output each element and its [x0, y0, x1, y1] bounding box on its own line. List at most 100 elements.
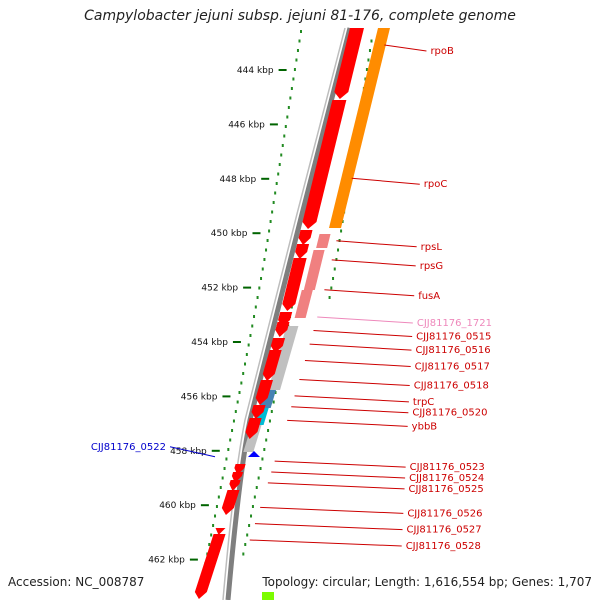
- gene-labels: rpoB rpoC rpsL rpsG fusA CJJ81176_1721 CJJ8117…: [91, 44, 492, 552]
- gc-dot-outer: [280, 153, 283, 157]
- tick-mark: [222, 395, 231, 398]
- reverse-gene-marker: [248, 451, 260, 457]
- label-leader: [274, 460, 406, 468]
- label-leader: [336, 240, 417, 248]
- gc-dot-outer: [275, 182, 278, 185]
- gc-dot-inner: [370, 39, 373, 43]
- gc-dot-outer: [272, 201, 275, 204]
- gc-dot-inner: [341, 220, 344, 223]
- rpob-gene: [334, 28, 364, 99]
- tick-mark: [243, 286, 252, 289]
- gene-arrow: [221, 490, 240, 515]
- gene-arrow: [229, 480, 241, 491]
- gc-dot-inner: [250, 514, 253, 518]
- gc-dot-outer: [300, 30, 302, 33]
- gc-dot-inner: [338, 239, 341, 242]
- gc-dot-outer: [245, 353, 248, 356]
- gene-arrow: [270, 338, 286, 353]
- gc-dot-outer: [271, 210, 274, 214]
- gc-dot-outer: [210, 533, 213, 537]
- gc-dot-outer: [290, 87, 293, 90]
- tick-label: 456 kbp: [181, 392, 218, 402]
- gc-dot-outer: [281, 144, 284, 147]
- gene-label: CJJ81176_0516: [415, 345, 490, 356]
- gc-dot-outer: [223, 467, 226, 470]
- gc-dot-outer: [293, 68, 296, 71]
- gc-dot-outer: [242, 372, 245, 375]
- gc-dot-outer: [258, 286, 261, 290]
- gc-dot-outer: [266, 239, 269, 242]
- tick-label: 460 kbp: [159, 501, 196, 511]
- tick-label: 446 kbp: [228, 120, 265, 130]
- gc-dot-inner: [265, 438, 268, 442]
- ybbb-gene: [245, 418, 262, 439]
- tick-label: 444 kbp: [237, 66, 274, 76]
- gc-dot-inner: [259, 467, 262, 470]
- gene-label: CJJ81176_0517: [415, 361, 490, 372]
- gene-label: CJJ81176_0524: [409, 473, 484, 484]
- gc-dot-outer: [260, 277, 263, 280]
- gray-gene-feature: [268, 326, 299, 390]
- gc-dot-inner: [364, 77, 367, 81]
- gene-arrow: [298, 230, 313, 245]
- gene-label: ybbB: [412, 421, 438, 432]
- gc-dot-outer: [256, 296, 259, 299]
- gc-dot-outer: [244, 362, 247, 366]
- gc-dot-outer: [232, 419, 235, 423]
- gc-dot-inner: [251, 505, 254, 508]
- gc-dot-outer: [236, 400, 239, 404]
- gc-dot-outer: [263, 258, 266, 261]
- gene-arrow: [275, 322, 290, 337]
- gene-arrow: [215, 528, 226, 535]
- gc-dot-inner: [263, 448, 266, 451]
- gene-features: [194, 28, 390, 600]
- gene-label: rpsG: [420, 261, 443, 272]
- gene-label: CJJ81176_0525: [409, 484, 484, 495]
- gene-arrow: [251, 405, 266, 419]
- gene-label: CJJ81176_0523: [410, 462, 485, 473]
- gc-dot-outer: [240, 381, 243, 385]
- gc-dot-inner: [246, 533, 249, 537]
- gc-dot-outer: [215, 505, 218, 508]
- gene-label: CJJ81176_0520: [412, 408, 487, 419]
- gc-dot-outer: [251, 324, 254, 328]
- gc-dot-outer: [219, 486, 222, 489]
- label-leader: [267, 482, 405, 490]
- tick-mark: [211, 449, 220, 452]
- gc-dot-outer: [225, 457, 228, 461]
- gc-dot-inner: [332, 277, 335, 280]
- rpsl-feature: [316, 234, 331, 248]
- label-leader: [331, 259, 416, 267]
- tick-label: 448 kbp: [220, 175, 257, 185]
- label-leader: [299, 379, 410, 387]
- label-leader: [313, 330, 413, 338]
- gc-dot-outer: [249, 334, 252, 337]
- gc-dot-inner: [330, 286, 333, 290]
- map-title: Campylobacter jejuni subsp. jejuni 81-17…: [84, 8, 516, 24]
- gc-dot-outer: [214, 514, 217, 518]
- gc-dot-outer: [274, 191, 277, 195]
- gene-label: CJJ81176_0526: [407, 508, 482, 519]
- gc-dot-inner: [248, 524, 251, 527]
- gc-dot-outer: [238, 391, 241, 394]
- rpoc-feature: [329, 28, 390, 228]
- gc-dot-outer: [221, 476, 224, 480]
- gc-dot-inner: [337, 248, 340, 252]
- rpoc-gene: [302, 100, 347, 229]
- gc-dot-inner: [335, 258, 338, 261]
- gene-label: CJJ81176_0518: [414, 381, 489, 392]
- gc-dot-inner: [244, 543, 247, 546]
- gc-dot-inner: [368, 49, 371, 52]
- label-leader: [294, 395, 409, 403]
- gc-dot-outer: [227, 448, 230, 451]
- gc-dot-outer: [284, 125, 287, 128]
- gc-dot-outer: [234, 410, 237, 413]
- tick-mark: [278, 69, 287, 71]
- gc-dot-outer: [298, 39, 301, 43]
- gc-dot-outer: [265, 248, 268, 252]
- label-leader: [254, 523, 403, 531]
- label-leader: [271, 471, 406, 479]
- gc-dot-outer: [229, 438, 232, 442]
- gene-label: CJJ81176_0528: [406, 541, 481, 552]
- tick-label: 452 kbp: [201, 284, 238, 294]
